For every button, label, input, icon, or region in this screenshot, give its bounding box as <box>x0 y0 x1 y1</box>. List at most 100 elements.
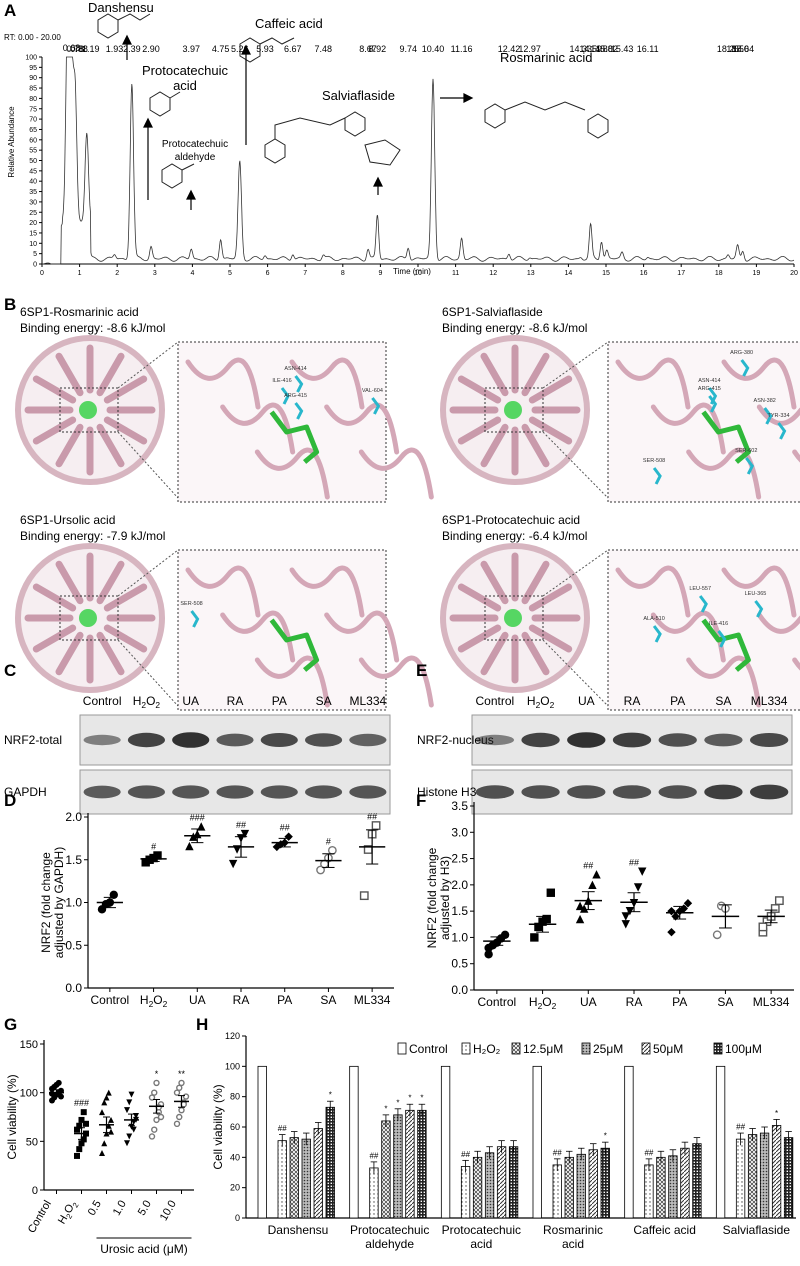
blot-band <box>172 785 210 799</box>
y-tick-label: 0.0 <box>451 983 468 997</box>
band-label: Histone H3 <box>417 785 477 799</box>
group-label: Rosmarinic <box>543 1223 603 1237</box>
peak-label: 14.59 <box>579 44 602 54</box>
x-tick-label: 15 <box>602 270 610 277</box>
x-tick-label: 5 <box>228 270 232 277</box>
blot-band <box>612 785 652 799</box>
legend-swatch <box>461 1042 471 1055</box>
x-tick-label: H2O2 <box>140 993 168 1009</box>
y-axis-label: Cell viability (%) <box>5 1074 19 1159</box>
peak-label: 1.19 <box>82 44 100 54</box>
data-point <box>178 1079 185 1087</box>
data-point <box>240 829 250 839</box>
structure-caffeic-acid <box>239 37 261 63</box>
x-tick-label: 2 <box>115 270 119 277</box>
protein-loop <box>254 655 330 708</box>
data-point <box>151 1126 158 1133</box>
chart-g: 0 50 100 150 Control H2O2 ### 0.5 1.0 5.0 * 10.0 ** C… <box>5 1039 194 1256</box>
protein-loop <box>289 565 365 618</box>
docking-title: 6SP1-Protocatechuic acid <box>442 513 580 527</box>
beta-strand <box>521 631 550 676</box>
structure-protocatechuic-aldehyde <box>161 163 183 189</box>
data-point <box>534 922 543 932</box>
bar <box>715 1065 726 1219</box>
blot-band <box>349 733 387 747</box>
data-point <box>103 1130 110 1137</box>
bar <box>600 1147 610 1219</box>
bar <box>349 1065 359 1219</box>
x-group-label: Urosic acid (μM) <box>100 1242 188 1256</box>
y-tick-label: 30 <box>29 199 37 206</box>
data-point <box>588 880 597 890</box>
beta-strand <box>55 352 84 397</box>
blot-band <box>704 733 743 747</box>
data-point <box>185 841 194 851</box>
band-label: GAPDH <box>4 785 47 799</box>
blot-band <box>304 785 343 799</box>
data-point <box>126 1133 133 1140</box>
peak-label: 15.43 <box>611 44 634 54</box>
binding-site-box <box>59 595 119 641</box>
protein-loop <box>650 402 726 455</box>
y-tick-label: 0 <box>235 1213 240 1223</box>
beta-strand <box>103 375 148 404</box>
residue-label: ALA-510 <box>643 616 664 622</box>
residue-stick <box>294 402 304 420</box>
zoom-box <box>607 549 800 711</box>
data-point <box>178 1106 185 1114</box>
protein-loop <box>686 447 762 500</box>
x-tick-label: 0.5 <box>86 1199 104 1218</box>
beta-strand <box>55 560 84 605</box>
lane-label: UA <box>578 694 595 708</box>
y-tick-label: 2.0 <box>65 810 82 824</box>
residue-label: ASN-414 <box>698 378 720 384</box>
arrowhead-sa <box>373 176 383 187</box>
panel-letter-d: D <box>4 791 16 810</box>
x-tick-label: 0 <box>40 270 44 277</box>
data-point <box>105 1122 112 1129</box>
x-tick-label: 3 <box>153 270 157 277</box>
beta-strand <box>55 631 84 676</box>
western-blot-c: Control H2O2 UA RA PA SA ML334 NRF2-total GAPDH <box>4 694 391 815</box>
zoom-connector <box>117 431 179 499</box>
structure-rosmarinic-b <box>587 113 609 139</box>
data-point <box>176 1084 183 1092</box>
y-tick-label: 1.5 <box>65 853 82 867</box>
peak-label: 2.39 <box>123 44 141 54</box>
significance-mark: ### <box>74 1098 89 1108</box>
group-label: Protocatechuic <box>442 1223 521 1237</box>
significance-mark: * <box>408 1094 411 1103</box>
structure-rosmarinic-chain <box>504 101 586 111</box>
legend-swatch <box>641 1042 651 1055</box>
ligand-overview <box>504 609 522 627</box>
y-tick-label: 5 <box>33 251 37 258</box>
bar <box>680 1147 690 1219</box>
x-tick-label: 1 <box>78 270 82 277</box>
y-tick-label: 50 <box>29 158 37 165</box>
docking-panel-4: 6SP1-Protocatechuic acid Binding energy: … <box>440 513 800 711</box>
data-point <box>99 1150 105 1157</box>
x-tick-label: ML334 <box>753 995 790 1009</box>
protein-loop <box>185 565 261 618</box>
beta-strand <box>457 624 502 653</box>
beta-strand <box>32 416 77 445</box>
compound-arrows <box>122 34 474 210</box>
western-blot-e: Control H2O2 UA RA PA SA ML334 NRF2-nucleus Hist… <box>417 694 793 815</box>
x-tick-label: 12 <box>489 270 497 277</box>
y-tick-label: 40 <box>29 179 37 186</box>
zoom-connector <box>117 549 179 597</box>
bar <box>747 1134 758 1219</box>
zoom-connector <box>117 639 179 707</box>
lane-label: RA <box>624 694 641 708</box>
peak-label: 0.78 <box>67 44 85 54</box>
peak-label: 15.02 <box>595 44 618 54</box>
peak-label: 3.97 <box>183 44 201 54</box>
compound-danshensu: Danshensu <box>88 0 154 15</box>
residue-label: ILE-416 <box>709 621 728 627</box>
docking-panel-2: 6SP1-Salviaflaside Binding energy: -8.6 k… <box>440 305 800 503</box>
protein-loop <box>289 357 365 410</box>
peak-label: 14.88 <box>590 44 613 54</box>
band-label: NRF2-total <box>4 733 62 747</box>
blot-band <box>172 732 210 748</box>
y-tick-label: 95 <box>29 65 37 72</box>
